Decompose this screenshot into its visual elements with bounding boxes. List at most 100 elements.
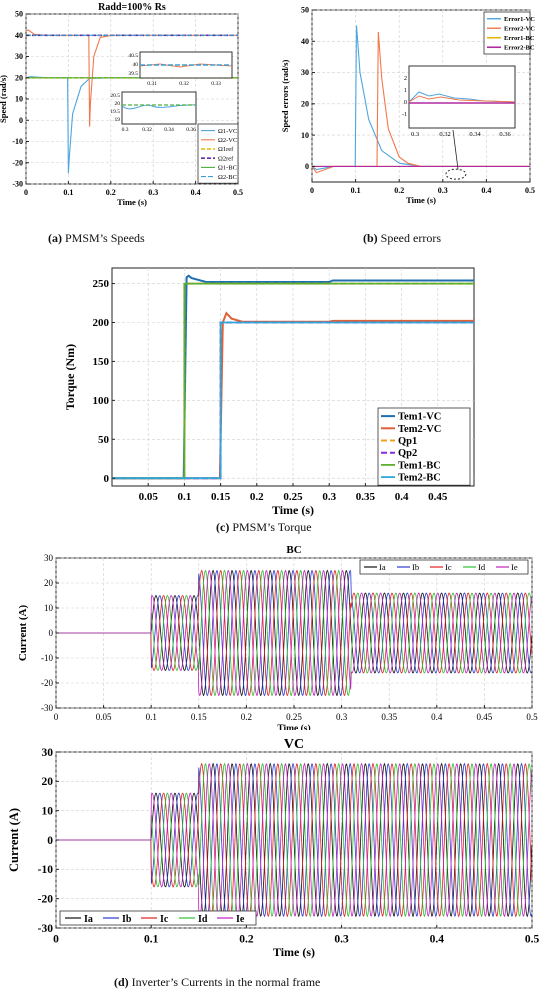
chart-a-ytick-label: 10 [15, 95, 23, 104]
chart-d1-legend-label: Ie [511, 562, 518, 572]
chart-c-y-axis-label: Torque (Nm) [63, 344, 77, 410]
chart-b-xtick-label: 0.4 [481, 186, 491, 195]
chart-c-xtick-label: 0.05 [139, 491, 159, 503]
chart-d2-xtick-label: 0.3 [334, 934, 349, 946]
chart-d1-ytick-label: 10 [44, 603, 54, 613]
chart-a-ytick-label: -30 [12, 180, 23, 189]
chart-d2-ytick-label: -30 [38, 923, 54, 935]
chart-b-inset-xtick: 0.34 [469, 131, 481, 138]
chart-c-xtick-label: 0.2 [250, 491, 264, 503]
chart-a-panel: Radd=100% Rs 0 0.1 0.2 0.3 0.4 0.5 50 40 30 20 10 0-… [0, 0, 260, 222]
chart-b-legend-label: Error2-BC [504, 44, 535, 51]
chart-b-inset-ytick: 2 [404, 76, 407, 82]
chart-d1-xtick-label: 0.35 [381, 712, 397, 722]
chart-a-xtick-label: 0.1 [63, 188, 73, 197]
chart-d1-svg: BC 0 0.05 0.1 0.15 0.2 0.25 0.3 0.35 0.4 0.45 0.5 30… [17, 544, 538, 730]
chart-a-inset2-xtick: 0.32 [142, 127, 152, 133]
chart-a-inset2-xtick: 0.36 [186, 127, 196, 133]
caption-c: (c) PMSM’s Torque [216, 520, 312, 535]
chart-d1-panel: BC 0 0.05 0.1 0.15 0.2 0.25 0.3 0.35 0.4 0.45 0.5 30… [0, 540, 550, 730]
chart-b-inset-ytick: -1 [402, 112, 407, 118]
caption-d-letter: (d) [114, 975, 129, 989]
chart-d2-legend-label: Id [198, 914, 208, 925]
chart-c-xtick-label: 0.3 [322, 491, 336, 503]
chart-c-legend-label: Qp2 [398, 448, 417, 459]
caption-b-letter: (b) [363, 231, 378, 245]
chart-d1-x-axis-label: Time (s) [277, 723, 310, 730]
chart-a-inset2-ytick: 19.5 [110, 109, 120, 115]
chart-a-xtick-label: 0 [24, 188, 28, 197]
chart-d1-legend [359, 559, 529, 575]
chart-d1-series-line-4 [56, 569, 533, 697]
chart-a-inset2-xtick: 0.34 [164, 127, 174, 133]
chart-d2-xtick-label: 0.1 [144, 934, 159, 946]
caption-c-text: PMSM’s Torque [229, 520, 312, 534]
chart-a-inset2-xtick: 0.3 [122, 127, 129, 133]
chart-b-series-line-1 [311, 31, 530, 174]
chart-d1-title: BC [286, 544, 301, 556]
chart-b-ytick-label: 40 [301, 37, 309, 46]
chart-a-ytick-label: 40 [15, 31, 23, 40]
chart-c-ytick-label: 250 [93, 278, 110, 290]
chart-a-inset1-ytick: 40 [133, 62, 139, 68]
chart-d1-legend-label: Ic [445, 562, 452, 572]
chart-d2-ytick-label: 0 [47, 835, 53, 847]
chart-a-title: Radd=100% Rs [98, 2, 166, 13]
chart-d2-legend [59, 910, 257, 926]
chart-d1-ytick-label: -30 [41, 703, 53, 713]
chart-c-legend-label: Tem2-VC [398, 424, 441, 435]
chart-d2-xtick-label: 0 [53, 934, 59, 946]
chart-c-xtick-label: 0.1 [178, 491, 192, 503]
chart-b-ytick-label: 0 [305, 162, 309, 171]
chart-d2-ytick-label: 10 [42, 806, 54, 818]
chart-c-svg: 0.05 0.1 0.15 0.2 0.25 0.3 0.35 0.4 0.45 250 200 15… [63, 267, 475, 517]
caption-a: (a) PMSM’s Speeds [48, 231, 145, 246]
chart-a-legend-label: Ω1-BC [218, 165, 237, 172]
chart-d2-panel: VC 0 0.1 0.2 0.3 0.4 0.5 30 20 10 0 -10 -20 -30 Time (… [0, 730, 550, 970]
chart-b-inset-xtick: 0.32 [439, 131, 450, 138]
chart-b-xtick-label: 0.1 [351, 186, 361, 195]
chart-c-legend-label: Qp1 [398, 436, 417, 447]
caption-a-letter: (a) [48, 231, 62, 245]
chart-b-ytick-label: 10 [301, 131, 309, 140]
chart-b-legend-label: Error2-VC [504, 25, 535, 32]
chart-d2-xtick-label: 0.4 [430, 934, 445, 946]
chart-a-legend-label: Ω2-VC [218, 137, 237, 144]
chart-c-legend [377, 407, 471, 486]
chart-c-ytick-label: 200 [93, 317, 110, 329]
chart-a-y-axis-label: Speed (rad/s) [0, 75, 8, 123]
caption-b-text: Speed errors [377, 231, 441, 245]
chart-b-zoom-ellipse [445, 168, 467, 180]
chart-b-zoom-arrow [452, 129, 459, 170]
chart-a-inset1-ytick: 39.5 [128, 71, 138, 77]
chart-d1-xtick-label: 0.4 [431, 712, 443, 722]
chart-b-inset-ytick: 0 [404, 100, 407, 106]
chart-a-ytick-label: 0 [19, 116, 23, 125]
chart-d1-legend-label: Ia [379, 562, 386, 572]
chart-b-ytick-label: 20 [301, 99, 309, 108]
chart-d2-series-line-4 [56, 762, 533, 918]
chart-a-inset1-xtick: 0.31 [147, 81, 157, 87]
chart-a-legend-label: Ω1-VC [218, 128, 237, 135]
chart-d2-legend-label: Ib [122, 914, 132, 925]
chart-a-ytick-label: 30 [15, 52, 23, 61]
chart-c-xtick-label: 0.35 [356, 491, 376, 503]
chart-b-inset-xtick: 0.3 [411, 131, 419, 138]
chart-b-inset [408, 65, 516, 129]
chart-a-series-line-1 [25, 29, 238, 127]
chart-a-inset1-xtick: 0.33 [211, 81, 221, 87]
chart-c-panel: 0.05 0.1 0.15 0.2 0.25 0.3 0.35 0.4 0.45 250 200 15… [60, 260, 480, 520]
chart-d1-ytick-label: -20 [41, 678, 53, 688]
chart-d1-ytick-label: 30 [44, 553, 54, 563]
chart-c-legend-label: Tem2-BC [398, 473, 441, 484]
chart-d1-legend-label: Ib [412, 562, 419, 572]
caption-a-text: PMSM’s Speeds [62, 231, 145, 245]
caption-b: (b) Speed errors [363, 231, 441, 246]
chart-b-inset-ytick: 1 [404, 88, 407, 94]
chart-a-ytick-label: -20 [12, 158, 23, 167]
chart-c-legend-label: Tem1-VC [398, 412, 441, 423]
chart-b-xtick-label: 0.2 [394, 186, 404, 195]
chart-a-inset2-ytick: 20 [115, 101, 121, 107]
chart-c-xtick-label: 0.4 [395, 491, 409, 503]
chart-c-ytick-label: 100 [93, 395, 110, 407]
